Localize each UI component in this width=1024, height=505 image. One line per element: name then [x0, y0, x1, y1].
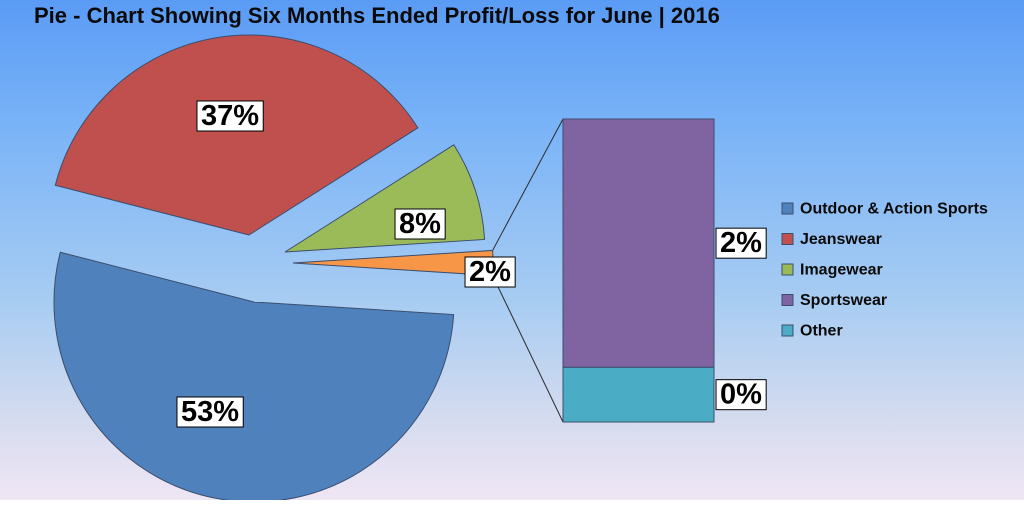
data-label-sportswear: 2%: [715, 227, 767, 259]
data-label-box: [715, 379, 767, 411]
legend-item-other: Other: [781, 323, 843, 340]
pie-slice-other-combined: [292, 249, 494, 277]
data-label-other-combined: 2%: [464, 256, 516, 288]
data-label-outdoor-action-sports: 53%: [176, 396, 244, 428]
data-label-box: [715, 227, 767, 259]
data-label-text: 2%: [469, 256, 511, 288]
data-label-box: [464, 256, 516, 288]
data-label-text: 53%: [181, 396, 239, 428]
legend-item-sportswear: Sportswear: [781, 292, 887, 309]
legend-swatch: [781, 263, 794, 276]
legend-label: Imagewear: [800, 262, 883, 279]
legend-item-outdoor-action-sports: Outdoor & Action Sports: [781, 201, 988, 218]
data-label-text: 2%: [720, 227, 762, 259]
bar-segment-other: [562, 366, 715, 423]
legend-swatch: [781, 324, 794, 337]
legend-swatch: [781, 233, 794, 245]
data-label-text: 0%: [720, 379, 762, 411]
legend-label: Outdoor & Action Sports: [800, 201, 988, 218]
data-label-text: 8%: [399, 208, 441, 240]
connector-lines: [492, 118, 564, 423]
data-label-text: 37%: [201, 100, 259, 132]
data-label-imagewear: 8%: [394, 208, 446, 240]
pie-slice-outdoor-action-sports: [53, 251, 455, 503]
legend-item-jeanswear: Jeanswear: [781, 231, 882, 248]
chart-title: Pie - Chart Showing Six Months Ended Pro…: [34, 3, 720, 28]
data-label-box: [176, 396, 244, 428]
legend-label: Sportswear: [800, 292, 887, 309]
legend-item-imagewear: Imagewear: [781, 262, 883, 279]
data-label-box: [394, 208, 446, 240]
data-label-box: [196, 100, 264, 132]
data-labels: 53% 37% 8% 2% 2% 0%: [176, 100, 767, 428]
legend-swatch: [781, 294, 794, 306]
bar-segment-sportswear: [562, 118, 715, 368]
legend-label: Other: [800, 323, 843, 340]
legend-swatch: [781, 202, 794, 215]
breakout-bar: [562, 118, 715, 423]
legend-label: Jeanswear: [800, 231, 882, 248]
data-label-other: 0%: [715, 379, 767, 411]
legend: Outdoor & Action Sports Jeanswear Imagewea…: [781, 201, 988, 340]
data-label-jeanswear: 37%: [196, 100, 264, 132]
connector-line-bottom: [492, 275, 564, 423]
pie: [53, 34, 494, 503]
connector-line-top: [492, 118, 564, 251]
pie-slice-jeanswear: [54, 34, 419, 236]
